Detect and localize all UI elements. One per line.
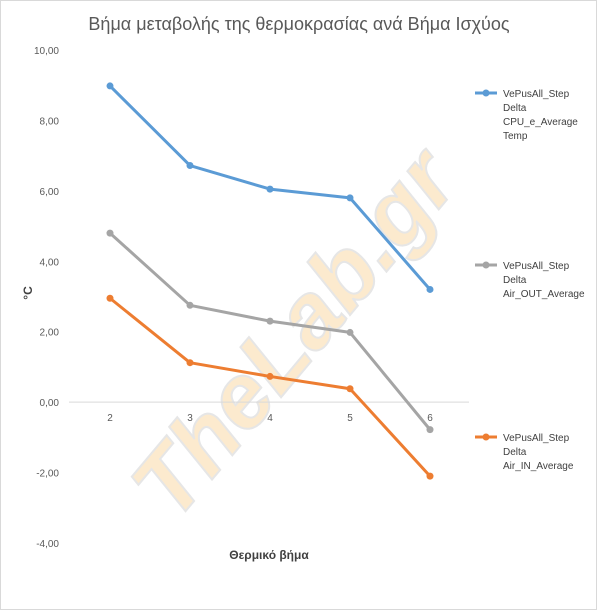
data-point — [426, 285, 434, 293]
legend-label: CPU_e_Average — [503, 117, 578, 128]
chart-title: Βήμα μεταβολής της θερμοκρασίας ανά Βήμα… — [88, 14, 509, 34]
y-axis: 10,00 8,00 6,00 4,00 2,00 0,00 -2,00 -4,00 — [34, 46, 59, 550]
legend-item: VePusAll_Step Delta Air_IN_Average — [475, 433, 574, 472]
legend-label: VePusAll_Step — [503, 261, 570, 272]
data-point — [426, 426, 434, 434]
series-3 — [106, 294, 434, 480]
legend-label: VePusAll_Step — [503, 89, 570, 100]
series-2 — [106, 229, 434, 434]
data-point — [106, 229, 114, 237]
legend-swatch-marker — [482, 89, 490, 97]
x-axis-title: Θερμικό βήμα — [229, 548, 309, 562]
x-tick-label: 6 — [427, 413, 433, 424]
data-point — [346, 194, 354, 202]
data-point — [186, 359, 194, 367]
legend-label: VePusAll_Step — [503, 433, 570, 444]
legend-label: Temp — [503, 131, 528, 142]
legend-label: Delta — [503, 275, 527, 286]
y-tick-label: -2,00 — [36, 469, 59, 480]
legend-item: VePusAll_Step Delta CPU_e_Average Temp — [475, 89, 578, 142]
data-point — [266, 372, 274, 380]
data-point — [346, 385, 354, 393]
y-tick-label: -4,00 — [36, 539, 59, 550]
y-axis-title: °C — [21, 286, 35, 300]
data-point — [186, 301, 194, 309]
legend-swatch-marker — [482, 261, 490, 269]
y-tick-label: 0,00 — [40, 398, 60, 409]
series-1 — [106, 82, 434, 293]
y-tick-label: 8,00 — [40, 116, 60, 127]
data-point — [426, 472, 434, 480]
legend-label: Delta — [503, 103, 527, 114]
legend-label: Air_IN_Average — [503, 461, 574, 472]
series-layer — [106, 82, 434, 480]
data-point — [266, 317, 274, 325]
y-tick-label: 6,00 — [40, 187, 60, 198]
data-point — [266, 185, 274, 193]
legend-label: Air_OUT_Average — [503, 289, 585, 300]
legend-swatch-marker — [482, 433, 490, 441]
x-tick-label: 5 — [347, 413, 353, 424]
x-tick-label: 2 — [107, 413, 113, 424]
data-point — [346, 328, 354, 336]
legend-label: Delta — [503, 447, 527, 458]
data-point — [106, 294, 114, 302]
y-tick-label: 10,00 — [34, 46, 59, 57]
data-point — [186, 162, 194, 170]
x-axis: 2 3 4 5 6 — [107, 413, 433, 424]
watermark-layer: TheLab.gr — [111, 126, 480, 537]
x-tick-label: 3 — [187, 413, 193, 424]
x-tick-label: 4 — [267, 413, 273, 424]
watermark-logo: TheLab.gr — [112, 127, 479, 536]
legend-item: VePusAll_Step Delta Air_OUT_Average — [475, 261, 585, 300]
legend: VePusAll_StepDeltaCPU_e_AverageTempVePus… — [475, 89, 585, 472]
y-tick-label: 2,00 — [40, 328, 60, 339]
data-point — [106, 82, 114, 90]
y-tick-label: 4,00 — [40, 257, 60, 268]
